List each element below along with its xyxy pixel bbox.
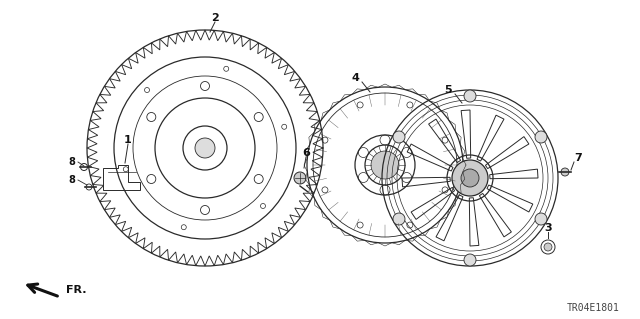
Circle shape xyxy=(452,160,488,196)
Text: 5: 5 xyxy=(444,85,452,95)
Text: 7: 7 xyxy=(574,153,582,163)
Circle shape xyxy=(535,131,547,143)
Text: 4: 4 xyxy=(351,73,359,83)
Circle shape xyxy=(544,243,552,251)
Circle shape xyxy=(464,90,476,102)
Circle shape xyxy=(535,213,547,225)
Text: 1: 1 xyxy=(124,135,132,145)
Text: 3: 3 xyxy=(544,223,552,233)
Circle shape xyxy=(464,254,476,266)
Text: 2: 2 xyxy=(211,13,219,23)
Circle shape xyxy=(393,131,405,143)
Circle shape xyxy=(371,151,399,179)
Circle shape xyxy=(294,172,306,184)
Circle shape xyxy=(393,213,405,225)
Circle shape xyxy=(195,138,215,158)
Text: 8: 8 xyxy=(68,175,76,185)
Circle shape xyxy=(561,168,569,176)
Text: TR04E1801: TR04E1801 xyxy=(567,303,620,313)
Text: 8: 8 xyxy=(68,157,76,167)
Text: 6: 6 xyxy=(302,148,310,158)
Text: FR.: FR. xyxy=(66,285,86,295)
Circle shape xyxy=(461,169,479,187)
